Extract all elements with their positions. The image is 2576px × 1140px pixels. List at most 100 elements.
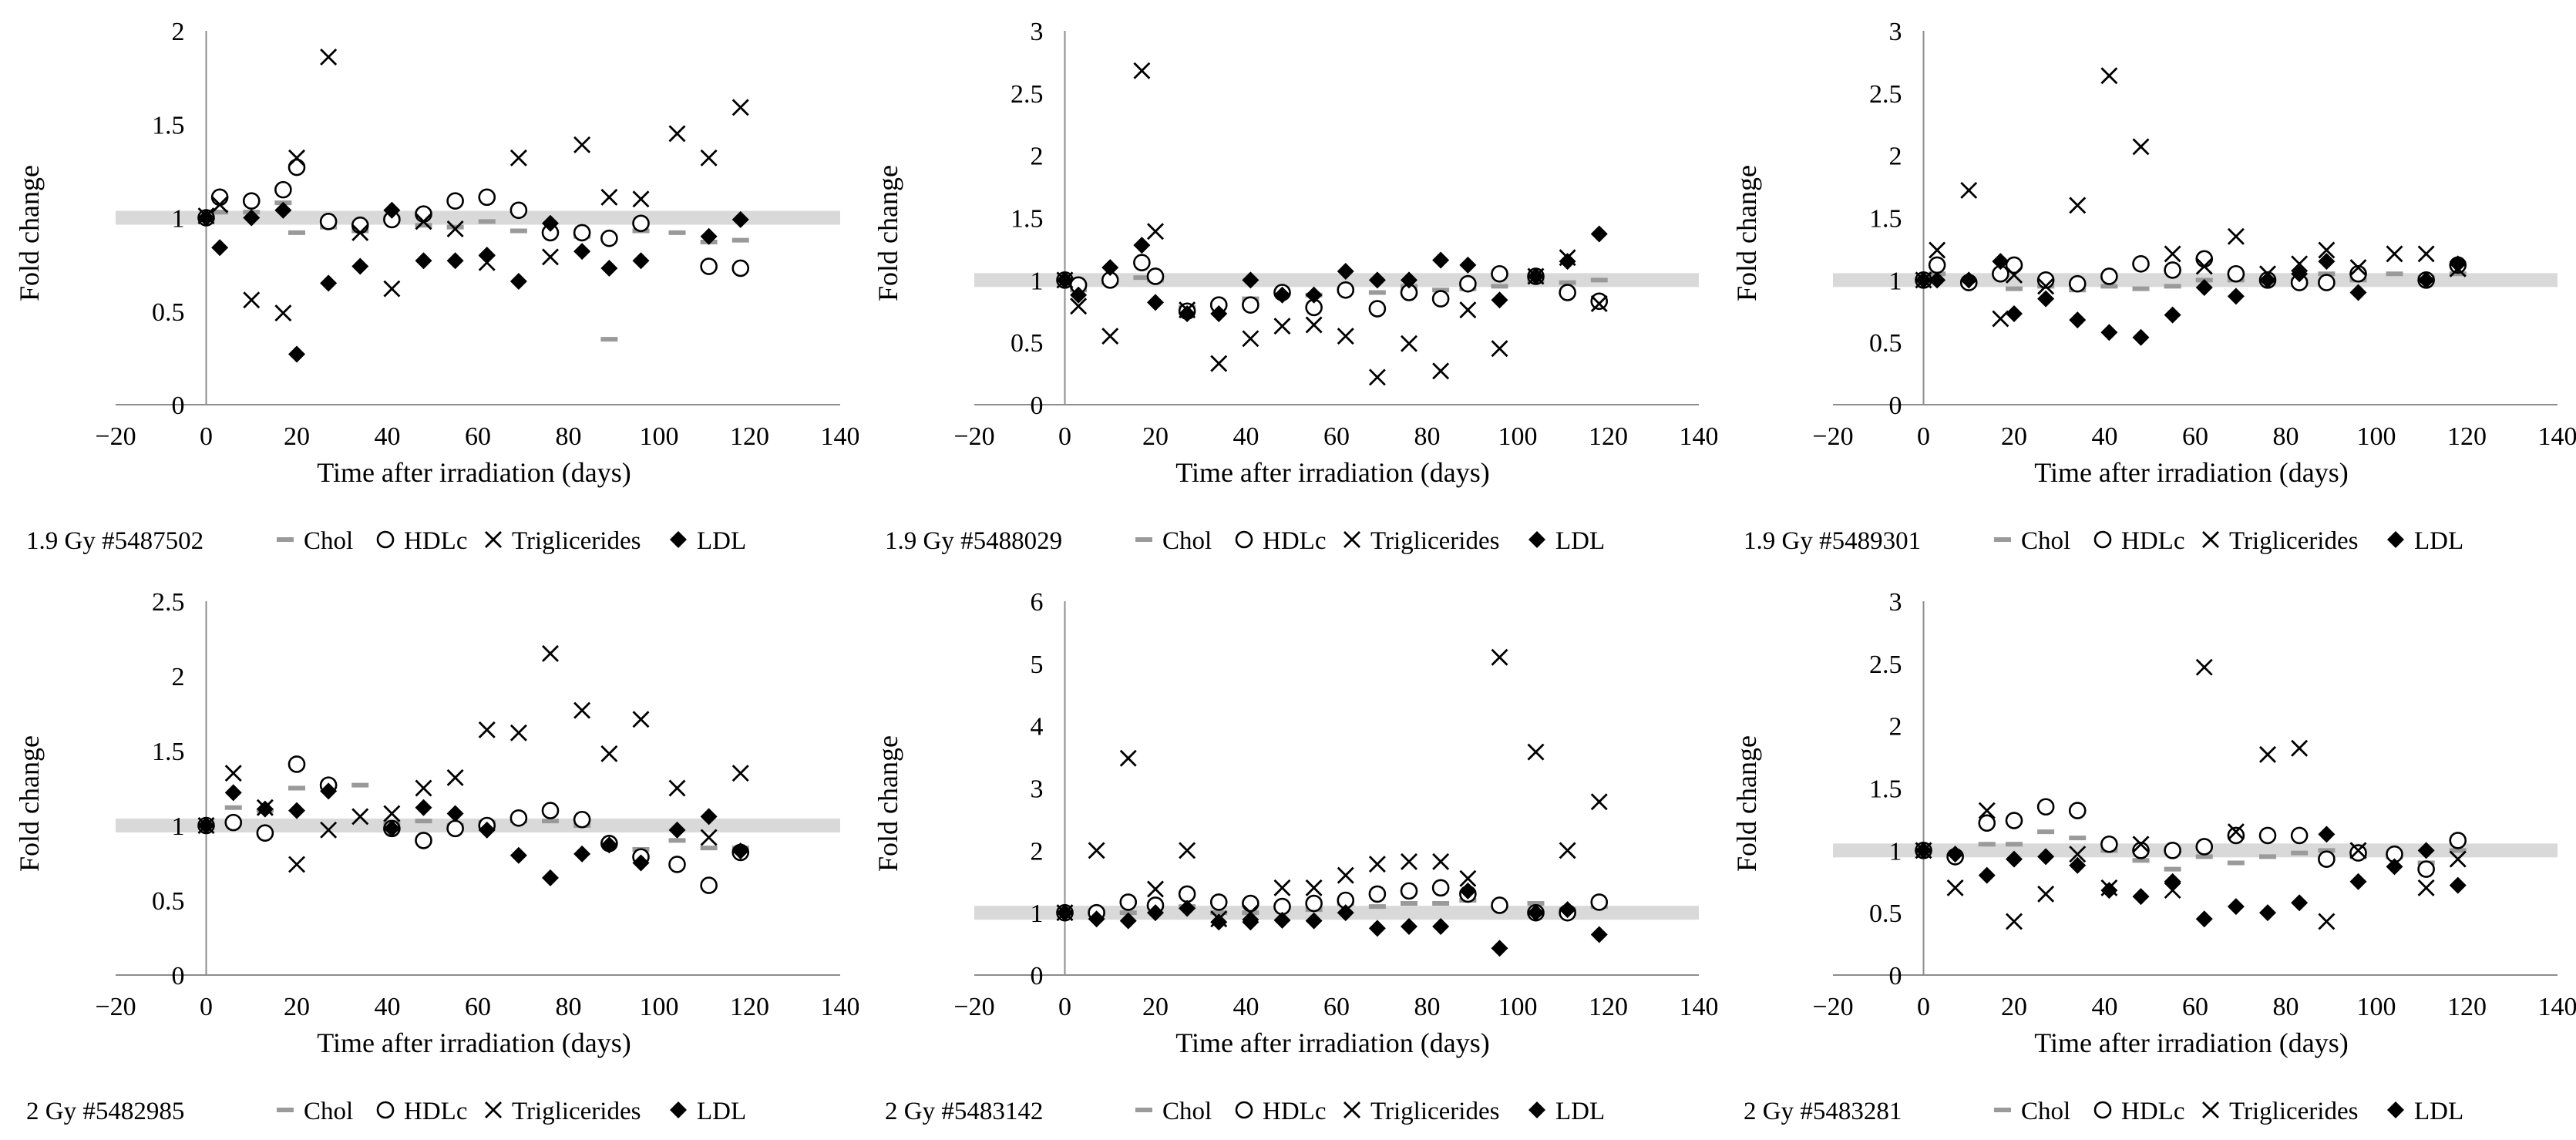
data-point bbox=[2037, 848, 2055, 866]
data-point bbox=[731, 99, 749, 116]
data-point bbox=[2449, 850, 2467, 868]
data-point bbox=[1432, 362, 1450, 380]
data-point bbox=[509, 149, 527, 166]
data-point bbox=[446, 819, 464, 838]
data-point bbox=[446, 220, 464, 238]
data-point bbox=[600, 229, 618, 247]
data-point bbox=[288, 856, 305, 873]
data-point bbox=[1928, 256, 1946, 274]
data-point bbox=[1368, 920, 1386, 937]
series-ldl bbox=[197, 201, 749, 363]
data-point bbox=[1590, 926, 1608, 943]
x-tick-label: 0 bbox=[1058, 993, 1071, 1021]
series-ldl bbox=[1915, 826, 2467, 928]
legend-label: HDLc bbox=[1263, 1098, 1326, 1125]
y-axis-label: Fold change bbox=[1731, 165, 1762, 301]
x-tick-label: 80 bbox=[556, 422, 582, 451]
data-point bbox=[2132, 888, 2150, 906]
legend-label: LDL bbox=[2414, 1098, 2463, 1125]
data-point bbox=[2006, 913, 2023, 930]
chart-panel-4: 0 0.5 1 1.5 2 2.5 −20 0 20 40 60 80 100 120 140 Time af… bbox=[14, 588, 859, 1125]
x-tick-label: −20 bbox=[1812, 993, 1853, 1021]
series-triglicerides bbox=[197, 644, 749, 873]
data-point bbox=[2100, 882, 2118, 900]
x-tick-label: 20 bbox=[284, 993, 310, 1021]
data-point bbox=[2417, 842, 2435, 859]
data-point bbox=[383, 805, 401, 822]
data-point bbox=[2291, 265, 2309, 283]
data-point bbox=[1119, 749, 1137, 767]
data-point bbox=[1559, 253, 1576, 271]
data-point bbox=[1368, 368, 1386, 386]
data-point bbox=[1946, 846, 1964, 863]
legend-marker bbox=[376, 530, 395, 549]
data-point bbox=[2386, 245, 2403, 263]
data-point bbox=[2349, 844, 2367, 862]
y-tick-label: 2 bbox=[1889, 143, 1902, 171]
x-tick-label: 0 bbox=[200, 422, 213, 451]
x-tick-label: 60 bbox=[465, 993, 491, 1021]
data-point bbox=[1590, 295, 1608, 313]
data-point bbox=[1590, 225, 1608, 243]
legend-label: LDL bbox=[697, 1098, 746, 1125]
data-point bbox=[1459, 882, 1477, 900]
x-tick-label: 120 bbox=[1589, 993, 1628, 1021]
legend-marker bbox=[1528, 1101, 1545, 1118]
data-point bbox=[415, 213, 432, 230]
y-axis-label: Fold change bbox=[873, 735, 903, 872]
legend-marker bbox=[2202, 531, 2219, 548]
y-tick-label: 0 bbox=[172, 392, 185, 420]
y-tick-label: 0 bbox=[172, 962, 185, 990]
legend-marker bbox=[2093, 530, 2112, 549]
data-point bbox=[1459, 869, 1477, 887]
y-tick-label: 0 bbox=[1889, 962, 1902, 990]
series-triglicerides bbox=[197, 48, 749, 322]
x-tick-label: 100 bbox=[640, 422, 679, 451]
data-point bbox=[211, 239, 229, 257]
data-point bbox=[1431, 879, 1450, 897]
x-tick-label: 120 bbox=[1589, 422, 1628, 451]
data-point bbox=[243, 209, 261, 227]
legend-label: Chol bbox=[2021, 527, 2070, 555]
data-point bbox=[2006, 266, 2023, 284]
x-tick-label: −20 bbox=[95, 422, 136, 451]
data-point bbox=[542, 869, 559, 886]
data-point bbox=[700, 257, 718, 275]
data-point bbox=[197, 817, 215, 834]
data-point bbox=[1400, 882, 1418, 900]
chart-panel-6: 0 0.5 1 1.5 2 2.5 3 −20 0 20 40 60 80 100 120 140 Time a… bbox=[1731, 588, 2576, 1125]
legend: Chol HDLc Triglicerides LDL bbox=[277, 1098, 746, 1125]
data-point bbox=[1070, 286, 1088, 304]
data-point bbox=[668, 856, 686, 873]
data-point bbox=[2132, 138, 2150, 156]
data-point bbox=[1242, 271, 1259, 289]
panel-label: 2 Gy #5483142 bbox=[885, 1098, 1043, 1125]
data-point bbox=[668, 779, 686, 797]
data-point bbox=[446, 192, 464, 210]
data-point bbox=[2164, 245, 2181, 263]
x-tick-label: 80 bbox=[556, 993, 582, 1021]
data-point bbox=[211, 196, 229, 214]
data-point bbox=[1133, 254, 1151, 272]
y-tick-label: 2 bbox=[1031, 143, 1044, 171]
data-point bbox=[1946, 879, 1964, 896]
data-point bbox=[1459, 256, 1477, 274]
data-point bbox=[415, 799, 432, 816]
data-point bbox=[1147, 294, 1164, 311]
x-tick-label: 140 bbox=[821, 993, 859, 1021]
data-point bbox=[2195, 250, 2214, 268]
y-tick-label: 1.5 bbox=[1011, 205, 1044, 234]
y-tick-label: 0.5 bbox=[152, 298, 185, 327]
data-point bbox=[600, 836, 618, 854]
data-point bbox=[224, 813, 243, 832]
x-axis-label: Time after irradiation (days) bbox=[317, 1027, 631, 1058]
y-tick-label: 2.5 bbox=[1869, 651, 1902, 679]
reference-band bbox=[116, 819, 840, 832]
x-tick-label: 40 bbox=[375, 993, 401, 1021]
x-tick-label: 120 bbox=[2447, 422, 2487, 451]
legend-label: HDLc bbox=[404, 527, 467, 555]
y-tick-label: 0 bbox=[1889, 392, 1902, 420]
data-point bbox=[2195, 658, 2213, 676]
y-tick-label: 2 bbox=[172, 18, 185, 46]
